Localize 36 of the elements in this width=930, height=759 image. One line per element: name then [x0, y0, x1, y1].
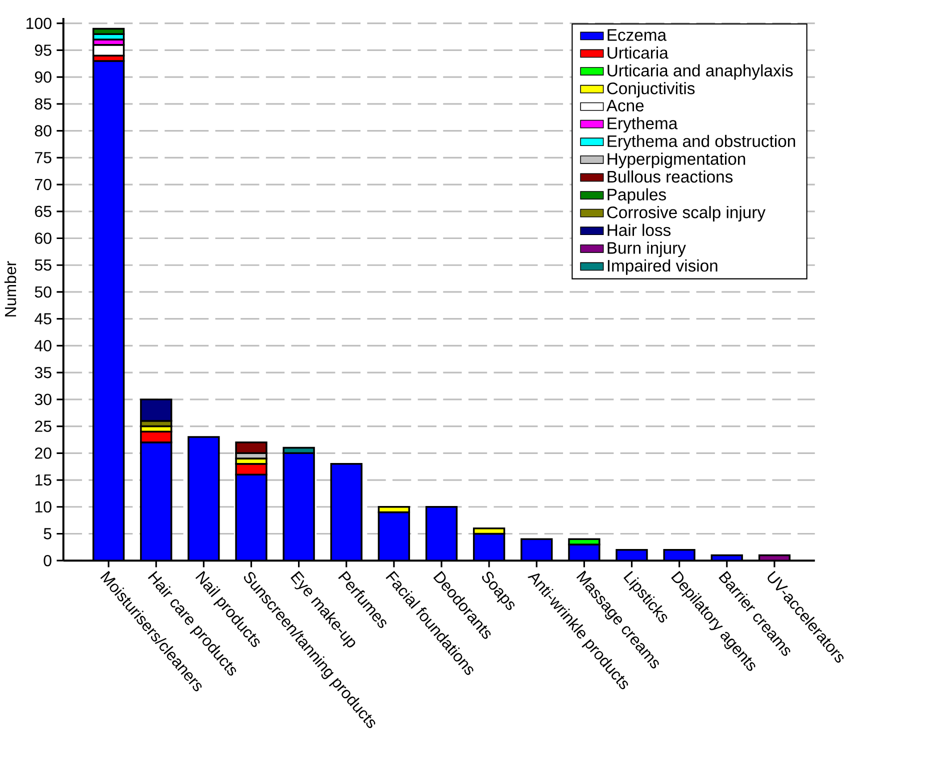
y-tick-label: 95 [34, 44, 52, 56]
legend-label: Erythema and obstruction [608, 134, 796, 150]
y-tick-label: 5 [44, 528, 52, 540]
legend-label: Urticaria [608, 46, 668, 58]
y-tick-label: 15 [35, 474, 52, 486]
y-tick-label: 20 [35, 447, 52, 459]
y-tick-label: 75 [35, 152, 52, 163]
legend-label: Corrosive scalp injury [607, 206, 766, 222]
y-tick-label: 50 [34, 286, 52, 298]
y-tick-label: 45 [34, 313, 52, 324]
legend-label: Erythema [608, 116, 678, 132]
y-tick-label: 10 [35, 500, 52, 512]
y-tick-label: 60 [35, 232, 52, 244]
y-tick-label: 90 [34, 71, 52, 82]
legend-label: Impaired vision [608, 259, 718, 275]
y-tick-label: 0 [44, 554, 52, 566]
legend-label: Conjuctivitis [607, 82, 695, 98]
y-tick-label: 55 [34, 259, 52, 270]
y-tick-label: 85 [34, 98, 52, 110]
legend-label: Urticaria and anaphylaxis [608, 64, 793, 80]
y-tick-label: 100 [26, 17, 52, 29]
legend-label: Acne [606, 100, 644, 112]
y-tick-label: 70 [35, 178, 52, 190]
legend-label: Eczema [608, 29, 667, 41]
y-tick-label: 65 [35, 206, 52, 217]
y-tick-label: 35 [34, 366, 52, 378]
legend-label: Hyperpigmentation [608, 152, 746, 168]
legend-label: Papules [608, 188, 666, 204]
y-tick-label: 25 [35, 420, 52, 432]
legend-label: Bullous reactions [608, 170, 733, 182]
y-axis-title: Number [4, 260, 16, 316]
y-tick-label: 80 [34, 124, 52, 136]
legend-label: Burn injury [608, 241, 686, 257]
legend-label: Hair loss [608, 224, 671, 236]
y-tick-label: 30 [34, 394, 52, 405]
y-tick-label: 40 [34, 340, 52, 352]
